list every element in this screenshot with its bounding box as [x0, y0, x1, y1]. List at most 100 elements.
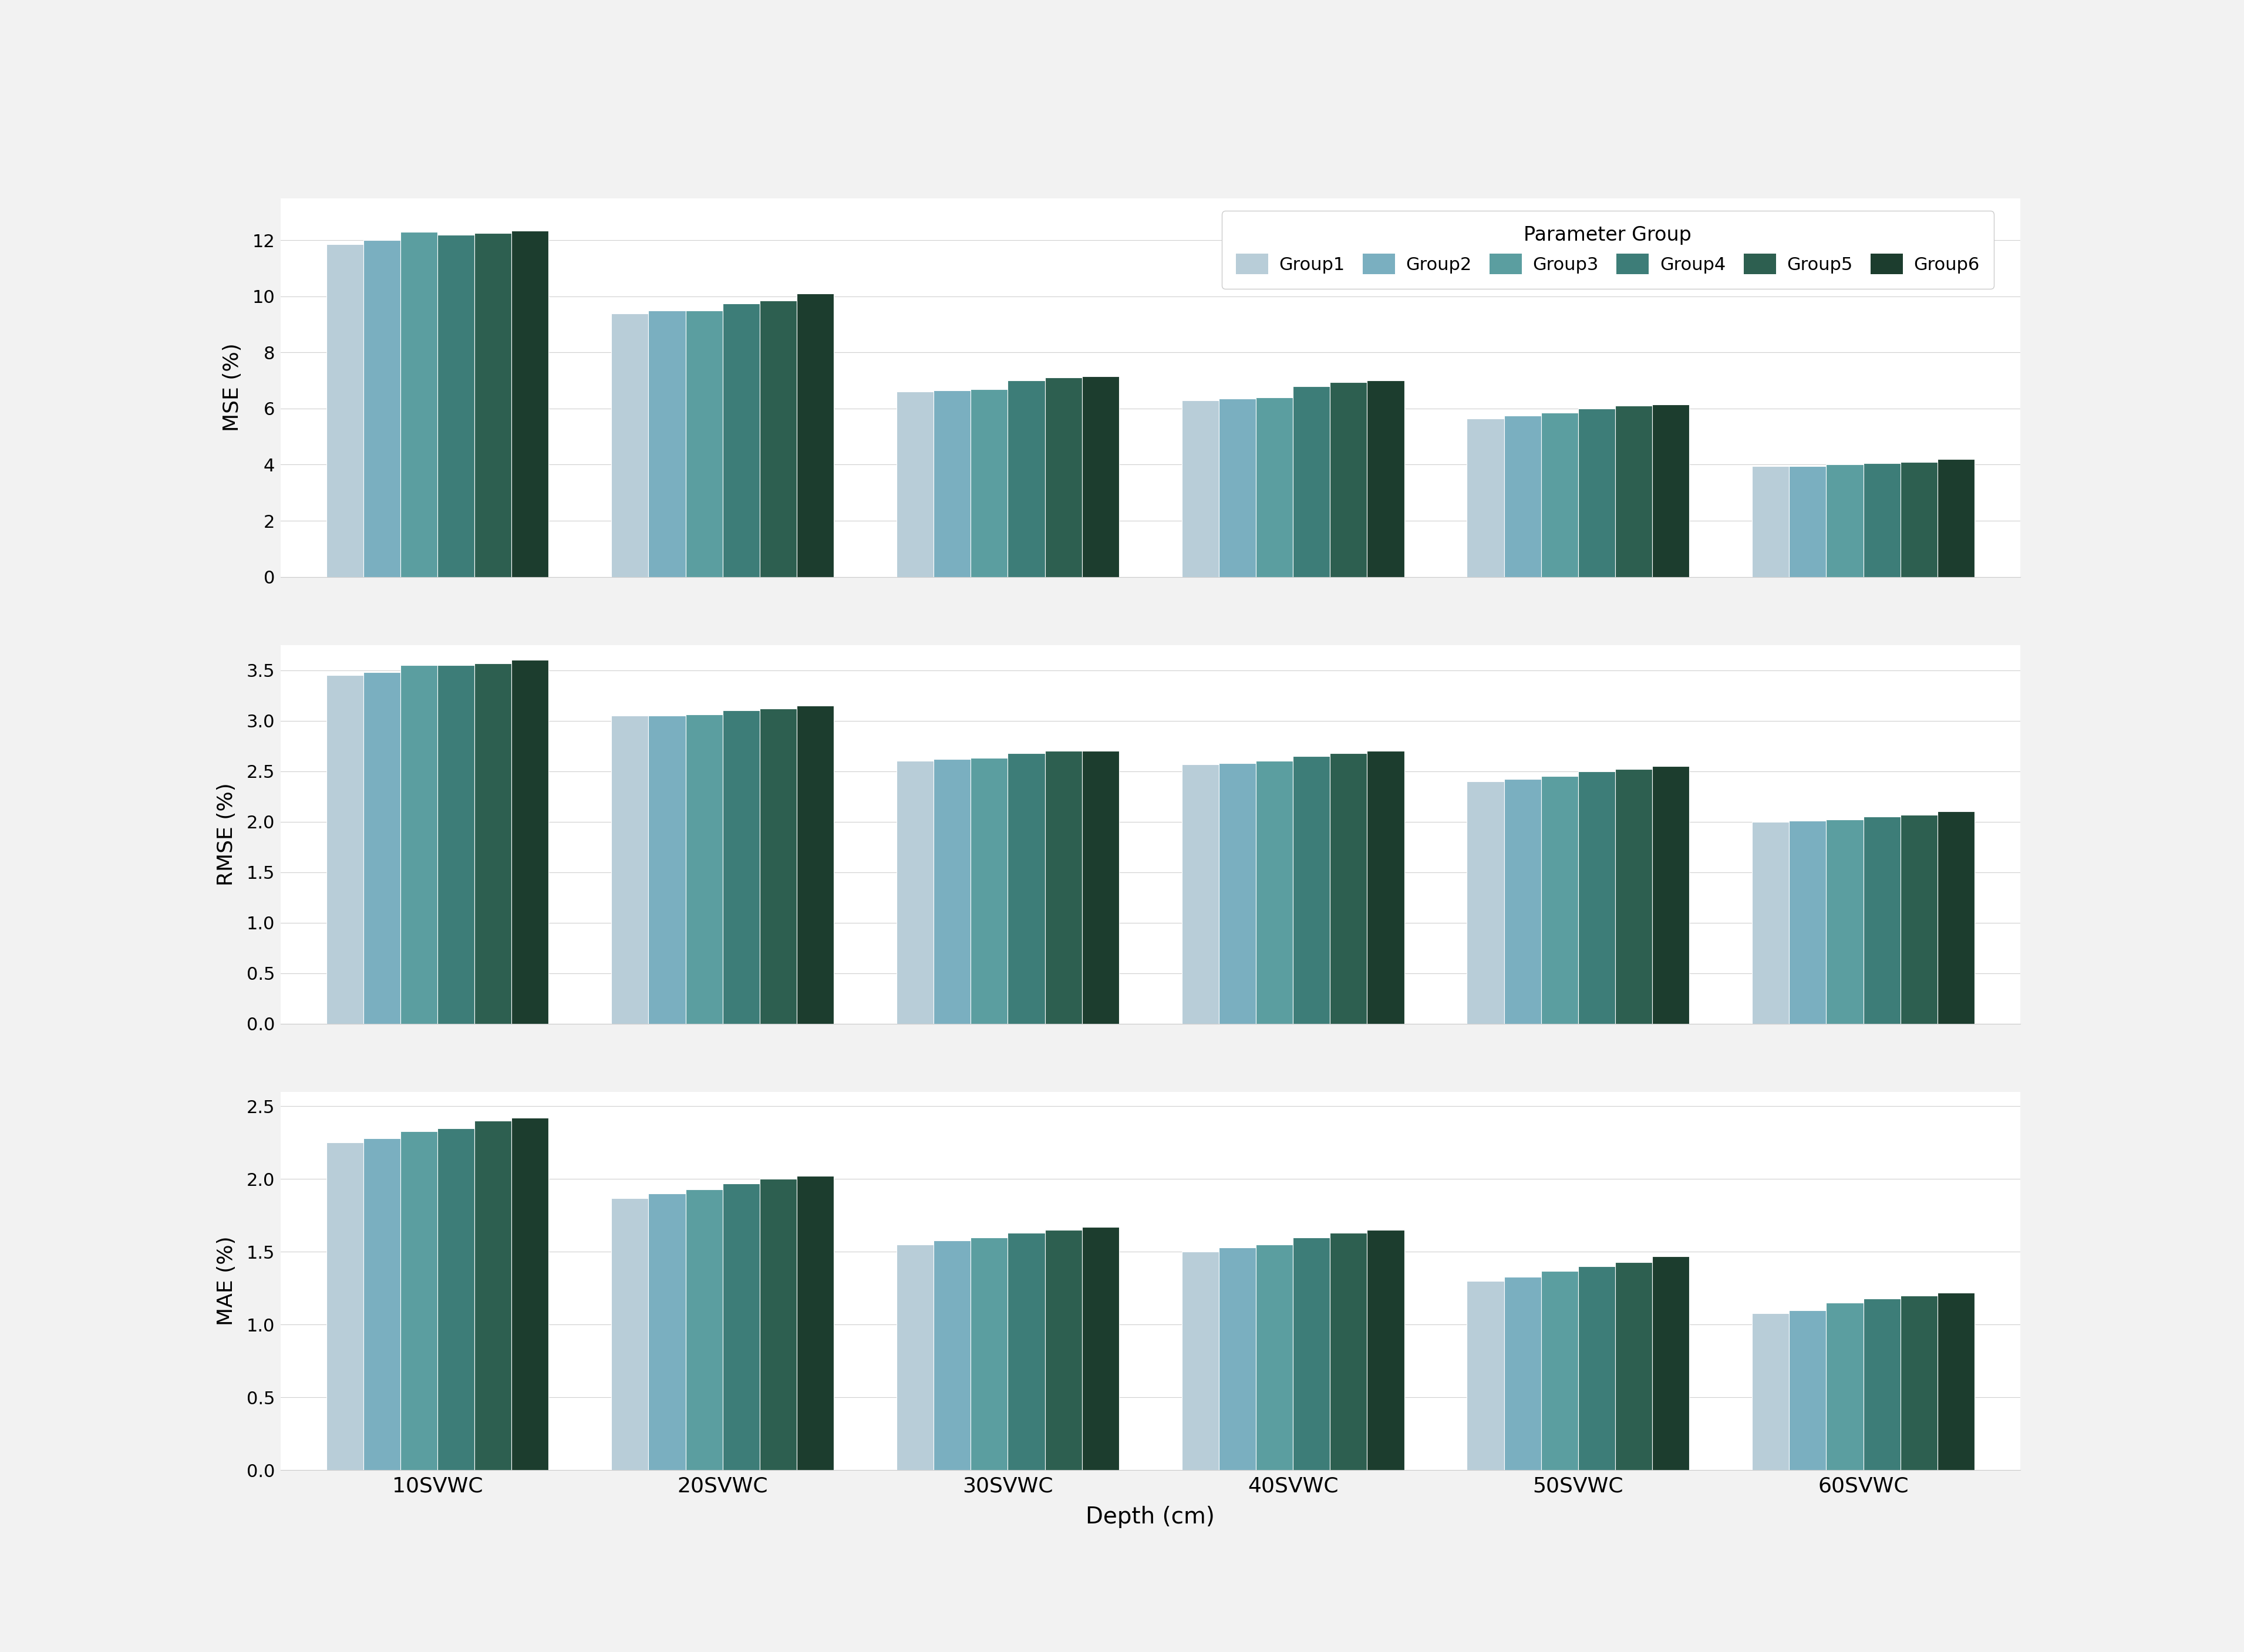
Bar — [1542, 776, 1578, 1024]
Bar — [399, 231, 438, 577]
Bar — [438, 235, 473, 577]
Bar — [512, 661, 548, 1024]
Bar — [1937, 459, 1975, 577]
Bar — [969, 1237, 1008, 1470]
Bar — [1293, 387, 1331, 577]
Bar — [438, 1128, 473, 1470]
Bar — [1901, 1295, 1937, 1470]
Bar — [1503, 416, 1542, 577]
Bar — [1043, 752, 1082, 1024]
Bar — [1542, 413, 1578, 577]
Bar — [1257, 762, 1293, 1024]
Bar — [1827, 819, 1863, 1024]
Bar — [1827, 464, 1863, 577]
Bar — [1753, 1313, 1788, 1470]
Bar — [1331, 1232, 1367, 1470]
Bar — [1218, 1247, 1257, 1470]
Bar — [758, 709, 797, 1024]
Bar — [1331, 753, 1367, 1024]
Bar — [1863, 816, 1901, 1024]
Bar — [1367, 1231, 1405, 1470]
X-axis label: Depth (cm): Depth (cm) — [1086, 1505, 1214, 1528]
Bar — [1367, 752, 1405, 1024]
Y-axis label: RMSE (%): RMSE (%) — [218, 783, 236, 885]
Bar — [325, 1143, 364, 1470]
Bar — [934, 390, 969, 577]
Bar — [364, 672, 399, 1024]
Bar — [512, 1118, 548, 1470]
Bar — [610, 715, 649, 1024]
Bar — [1008, 753, 1043, 1024]
Bar — [325, 676, 364, 1024]
Bar — [364, 240, 399, 577]
Bar — [473, 662, 512, 1024]
Bar — [1293, 757, 1331, 1024]
Bar — [1616, 770, 1652, 1024]
Bar — [1180, 765, 1218, 1024]
Bar — [438, 666, 473, 1024]
Bar — [969, 388, 1008, 577]
Bar — [1863, 463, 1901, 577]
Bar — [1008, 1232, 1043, 1470]
Bar — [1616, 406, 1652, 577]
Bar — [1331, 382, 1367, 577]
Bar — [473, 1120, 512, 1470]
Bar — [1082, 377, 1120, 577]
Bar — [1293, 1237, 1331, 1470]
Bar — [684, 311, 723, 577]
Bar — [1257, 398, 1293, 577]
Bar — [1180, 400, 1218, 577]
Bar — [1578, 771, 1616, 1024]
Bar — [1616, 1262, 1652, 1470]
Bar — [1901, 463, 1937, 577]
Bar — [1468, 781, 1503, 1024]
Bar — [1082, 1227, 1120, 1470]
Bar — [1468, 1280, 1503, 1470]
Bar — [1180, 1252, 1218, 1470]
Bar — [797, 1176, 833, 1470]
Bar — [723, 304, 758, 577]
Bar — [364, 1138, 399, 1470]
Bar — [1863, 1298, 1901, 1470]
Bar — [934, 1241, 969, 1470]
Bar — [758, 1180, 797, 1470]
Bar — [399, 666, 438, 1024]
Bar — [473, 233, 512, 577]
Bar — [1753, 821, 1788, 1024]
Bar — [797, 705, 833, 1024]
Bar — [610, 314, 649, 577]
Bar — [1652, 1256, 1690, 1470]
Bar — [1218, 398, 1257, 577]
Bar — [1043, 1231, 1082, 1470]
Bar — [512, 231, 548, 577]
Bar — [969, 758, 1008, 1024]
Bar — [1082, 752, 1120, 1024]
Bar — [1468, 418, 1503, 577]
Bar — [1753, 466, 1788, 577]
Bar — [1367, 380, 1405, 577]
Bar — [1901, 814, 1937, 1024]
Bar — [1788, 1310, 1827, 1470]
Bar — [934, 758, 969, 1024]
Bar — [684, 1189, 723, 1470]
Bar — [895, 1244, 934, 1470]
Bar — [723, 1183, 758, 1470]
Bar — [1788, 466, 1827, 577]
Bar — [1937, 811, 1975, 1024]
Bar — [723, 710, 758, 1024]
Bar — [684, 715, 723, 1024]
Bar — [895, 392, 934, 577]
Bar — [1503, 1277, 1542, 1470]
Bar — [1578, 408, 1616, 577]
Bar — [610, 1198, 649, 1470]
Bar — [895, 762, 934, 1024]
Legend: Group1, Group2, Group3, Group4, Group5, Group6: Group1, Group2, Group3, Group4, Group5, … — [1221, 211, 1993, 289]
Bar — [1257, 1244, 1293, 1470]
Bar — [1542, 1270, 1578, 1470]
Bar — [649, 715, 684, 1024]
Bar — [1788, 821, 1827, 1024]
Bar — [1937, 1292, 1975, 1470]
Bar — [399, 1132, 438, 1470]
Y-axis label: MSE (%): MSE (%) — [222, 344, 242, 431]
Bar — [649, 311, 684, 577]
